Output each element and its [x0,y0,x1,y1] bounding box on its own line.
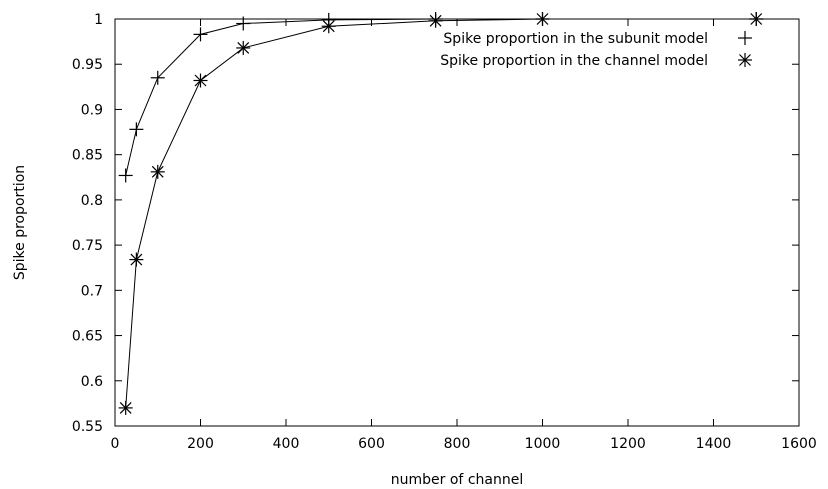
x-tick-label: 1200 [610,436,646,452]
data-point [193,27,208,42]
x-tick-label: 200 [187,436,214,452]
data-point [321,19,336,34]
y-tick-label: 1 [94,12,103,28]
data-point [150,164,165,179]
y-axis-label: Spike proportion [12,165,28,280]
data-point [428,13,443,28]
x-tick-label: 1400 [696,436,732,452]
plot-frame [114,18,800,427]
data-point [118,400,133,415]
y-tick-label: 0.75 [72,238,103,254]
x-tick-label: 600 [358,436,385,452]
legend-label: Spike proportion in the subunit model [443,31,708,47]
x-tick-label: 1000 [525,436,561,452]
data-point [150,70,165,85]
data-point [129,122,144,137]
data-point [193,73,208,88]
y-tick-label: 0.55 [72,419,103,435]
data-point [749,12,764,26]
legend: Spike proportion in the subunit model Spi… [440,31,752,69]
axes: 0 200 400 600 800 1000 1200 1400 1600 0.55 0.6 0.65… [72,12,817,452]
y-tick-label: 0.9 [81,102,103,118]
series-layer [118,12,764,415]
y-tick-label: 0.7 [81,283,103,299]
y-tick-label: 0.6 [81,374,103,390]
x-axis-label: number of channel [391,472,523,488]
legend-marker [738,31,752,45]
legend-label: Spike proportion in the channel model [440,53,708,69]
legend-marker [738,53,752,67]
data-point [535,12,550,26]
y-tick-label: 0.65 [72,329,103,345]
y-tick-label: 0.8 [81,193,103,209]
series-line [125,18,757,408]
series-2 [118,12,764,415]
x-tick-label: 800 [444,436,471,452]
x-tick-label: 0 [111,436,120,452]
y-tick-label: 0.85 [72,148,103,164]
data-point [236,16,251,31]
x-tick-label: 1600 [781,436,817,452]
data-point [118,168,133,183]
data-point [129,252,144,267]
data-point [236,40,251,55]
x-tick-label: 400 [273,436,300,452]
y-tick-label: 0.95 [72,57,103,73]
